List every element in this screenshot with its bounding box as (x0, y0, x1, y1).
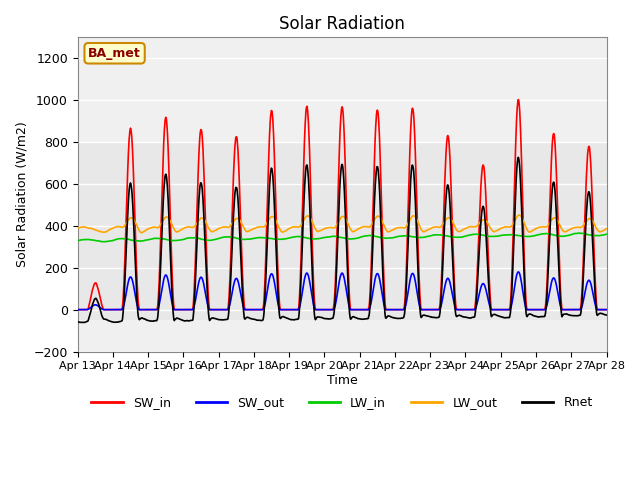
Title: Solar Radiation: Solar Radiation (279, 15, 405, 33)
Bar (77, 142, 607, 320)
X-axis label: Time: Time (326, 374, 358, 387)
Legend: SW_in, SW_out, LW_in, LW_out, Rnet: SW_in, SW_out, LW_in, LW_out, Rnet (86, 391, 598, 414)
Y-axis label: Solar Radiation (W/m2): Solar Radiation (W/m2) (15, 121, 28, 267)
Text: BA_met: BA_met (88, 47, 141, 60)
